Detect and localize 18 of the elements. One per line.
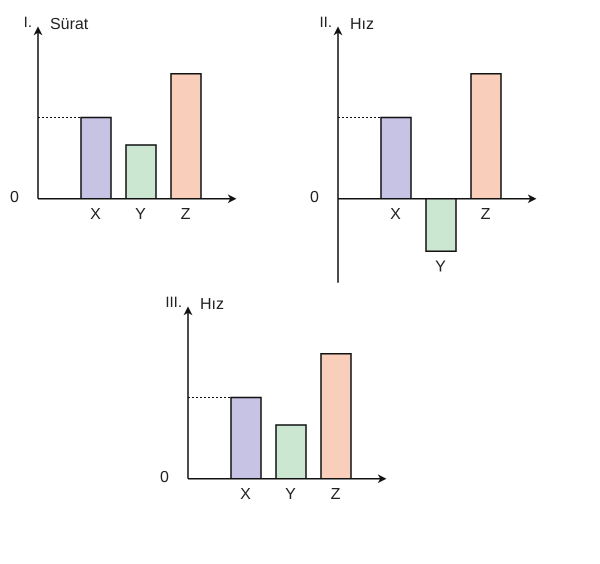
chart-title: II. xyxy=(319,14,332,31)
x-tick-label: Z xyxy=(180,206,191,223)
text: 0 xyxy=(310,188,319,207)
y-axis-title: Hız xyxy=(200,296,224,314)
x-tick-label: X xyxy=(390,206,402,223)
x-tick-label: Z xyxy=(480,206,491,223)
x-tick-label: Y xyxy=(135,206,146,223)
x-tick-label: Y xyxy=(285,486,296,503)
x-tick-label: Y xyxy=(435,258,446,276)
y-axis-title: Hız xyxy=(350,16,374,34)
x-tick-label: X xyxy=(90,206,102,223)
text: 0 xyxy=(10,188,19,207)
chart-title: I. xyxy=(24,14,32,31)
y-axis-title: Sürat xyxy=(50,16,88,34)
chart-title: III. xyxy=(165,294,182,311)
x-tick-label: X xyxy=(240,486,252,503)
x-tick-label: Z xyxy=(330,486,341,503)
text: 0 xyxy=(160,468,169,487)
